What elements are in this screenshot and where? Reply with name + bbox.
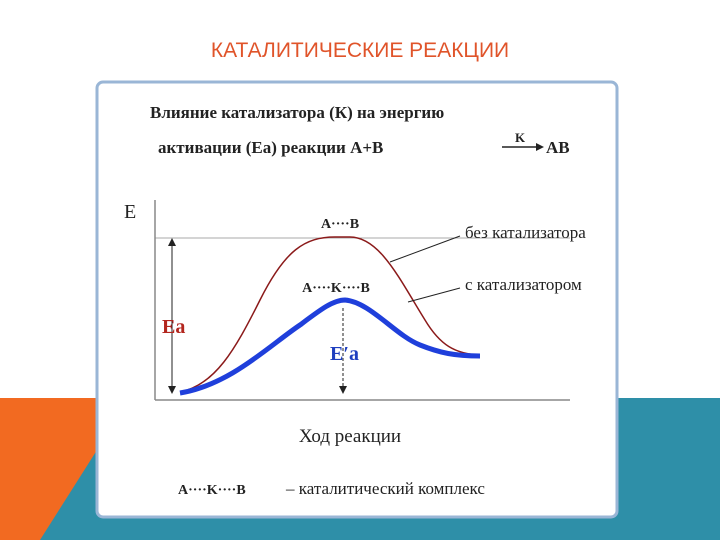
footer: A····K····B – каталитический комплекс	[178, 479, 485, 498]
pointer-line	[389, 235, 461, 263]
complex-label: A····B	[321, 217, 359, 232]
arrow-head	[536, 143, 544, 151]
heading-line: Влияние катализатора (К) на энергию	[150, 103, 444, 122]
pointer-line	[407, 287, 461, 303]
heading-line: активации (Eа) реакции A+B	[158, 138, 383, 157]
ea-prime-label: E′а	[330, 343, 359, 365]
x-axis-label: Ход реакции	[299, 426, 401, 447]
catalyzed-curve	[179, 297, 481, 396]
figure-frame	[95, 80, 619, 519]
product: AB	[546, 138, 570, 157]
arrow-label: K	[515, 130, 526, 145]
curve-label: без катализатора	[465, 223, 586, 242]
arrow-head	[339, 386, 347, 394]
slide-title: КАТАЛИТИЧЕСКИЕ РЕАКЦИИ	[211, 39, 509, 62]
footer-description: – каталитический комплекс	[285, 479, 485, 498]
energy-diagram: E Ход реакции Eа E′а A····B A····K····B …	[124, 200, 586, 447]
heading: Влияние катализатора (К) на энергию акти…	[150, 103, 570, 157]
y-axis-label: E	[124, 201, 136, 223]
complex-label: A····K····B	[302, 281, 370, 296]
arrow-head	[168, 386, 176, 394]
arrow-head	[168, 238, 176, 246]
uncatalyzed-curve	[179, 236, 481, 393]
curve-label: с катализатором	[465, 275, 582, 294]
footer-complex: A····K····B	[178, 483, 246, 498]
ea-label: Eа	[162, 316, 185, 338]
